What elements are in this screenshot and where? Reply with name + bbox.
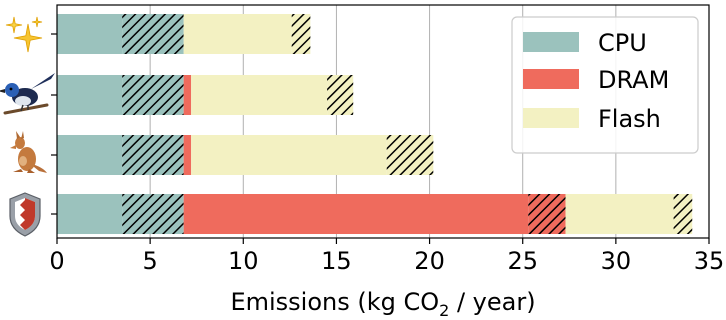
bar-segment-cpu-hatched-pattern [122,194,184,234]
bars [57,14,693,234]
bar-segment-flash-hatched-pattern [386,135,434,175]
bar-segment-dram [183,194,529,234]
bar-segment-flash-hatched-pattern [327,75,354,115]
bar-segment-cpu-hatched-pattern [122,75,184,115]
bar-segment-cpu-hatched-pattern [122,135,184,175]
legend-label-dram: DRAM [598,66,669,94]
bar-segment-cpu-hatched-pattern [122,14,184,54]
legend-swatch-flash [523,108,579,128]
legend-label-flash: Flash [598,105,661,133]
x-tick-label: 30 [601,247,632,275]
shield-icon [9,192,41,237]
x-tick-label: 35 [694,247,725,275]
category-icons [0,16,59,237]
bar-segment-flash [191,75,328,115]
x-tick-label: 10 [228,247,259,275]
bar-segment-flash-hatched-pattern [291,14,311,54]
bar-segment-cpu [57,14,123,54]
kangaroo-icon [10,131,47,173]
legend-swatch-dram [523,69,579,89]
bar-segment-cpu [57,135,123,175]
bar-segment-cpu [57,75,123,115]
x-axis: 0 5 10 15 20 25 30 35 [49,33,725,275]
x-tick-label: 15 [321,247,352,275]
bar-segment-flash-hatched-pattern [673,194,693,234]
bar-segment-dram [183,135,192,175]
x-tick-label: 25 [507,247,538,275]
x-axis-label: Emissions (kg CO2 / year) [230,288,535,320]
legend-swatch-cpu [523,32,579,52]
bar-segment-cpu [57,194,123,234]
x-tick-label: 5 [143,247,158,275]
bar-segment-dram-hatched-pattern [528,194,566,234]
sparkles-icon [5,16,43,53]
x-tick-label: 20 [414,247,445,275]
wren-bird-icon [0,73,59,115]
bar-segment-flash [191,135,387,175]
x-tick-label: 0 [49,247,64,275]
bar-segment-flash [183,14,292,54]
legend-label-cpu: CPU [598,29,647,57]
bar-segment-flash [565,194,674,234]
bar-segment-dram [183,75,192,115]
plot-frame [56,4,710,239]
legend: CPU DRAM Flash [511,16,699,154]
